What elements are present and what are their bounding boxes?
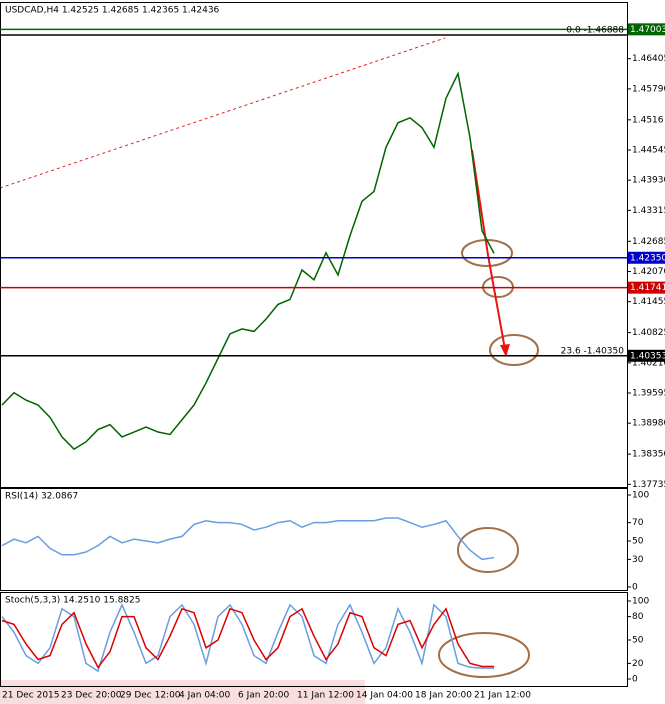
y-tick-label: 1.46405 bbox=[632, 54, 665, 64]
trend-line bbox=[0, 37, 446, 189]
x-tick-label: 11 Jan 12:00 bbox=[297, 691, 354, 701]
y-tick-label: 1.38980 bbox=[632, 419, 665, 429]
y-tick-label: 50 bbox=[632, 636, 644, 646]
y-tick-label: 1.41455 bbox=[632, 297, 665, 307]
highlight-ellipse bbox=[489, 334, 539, 366]
y-tick-label: 100 bbox=[632, 491, 649, 501]
watermark: www.instaforex.com bbox=[40, 652, 323, 685]
y-tick-label: 1.38350 bbox=[632, 450, 665, 460]
x-tick-label: 23 Dec 20:00 bbox=[61, 691, 122, 701]
series-line bbox=[1, 71, 495, 451]
y-tick-label: 1.42070 bbox=[632, 267, 665, 277]
fib-label: 0.0 -1.46888 bbox=[566, 25, 624, 35]
y-tick-label: 30 bbox=[632, 555, 644, 565]
level-price-label: 1.41741 bbox=[630, 283, 665, 293]
y-tick-label: 1.44545 bbox=[632, 146, 665, 156]
arrow-head bbox=[500, 344, 510, 357]
x-tick-label: 21 Dec 2015 bbox=[2, 691, 60, 701]
fib-label: 23.6 -1.40350 bbox=[561, 346, 625, 356]
series-line bbox=[1, 517, 495, 561]
level-price-box bbox=[628, 281, 665, 294]
panel-title: USDCAD,H4 1.42525 1.42685 1.42365 1.4243… bbox=[5, 6, 220, 16]
level-price-box bbox=[628, 23, 665, 36]
y-tick-label: 20 bbox=[632, 659, 644, 669]
level-price-box bbox=[628, 251, 665, 264]
x-tick-label: 29 Dec 12:00 bbox=[120, 691, 181, 701]
y-tick-label: 1.4516 bbox=[632, 115, 664, 125]
level-price-label: 1.40353 bbox=[630, 351, 665, 361]
y-tick-label: 50 bbox=[632, 537, 644, 547]
highlight-ellipse bbox=[457, 527, 519, 573]
x-tick-label: 6 Jan 20:00 bbox=[238, 691, 290, 701]
y-tick-label: 100 bbox=[632, 597, 649, 607]
y-tick-label: 70 bbox=[632, 518, 644, 528]
y-tick-label: 1.37735 bbox=[632, 480, 665, 490]
y-tick-label: 1.40210 bbox=[632, 358, 665, 368]
x-tick-label: 14 Jan 04:00 bbox=[356, 691, 413, 701]
watermark-band bbox=[0, 680, 365, 704]
series-line bbox=[1, 603, 494, 673]
forecast-arrow bbox=[471, 149, 507, 356]
y-tick-label: 1.43930 bbox=[632, 176, 665, 186]
y-tick-label: 80 bbox=[632, 612, 644, 622]
panel-frame bbox=[0, 2, 628, 488]
y-tick-label: 1.42685 bbox=[632, 237, 665, 247]
y-tick-label: 1.39595 bbox=[632, 388, 665, 398]
level-price-box bbox=[628, 349, 665, 362]
x-tick-label: 21 Jan 12:00 bbox=[474, 691, 531, 701]
y-tick-label: 1.40825 bbox=[632, 328, 665, 338]
y-tick-label: 1.45790 bbox=[632, 84, 665, 94]
x-tick-label: 4 Jan 04:00 bbox=[179, 691, 231, 701]
y-tick-label: 0 bbox=[632, 675, 638, 685]
highlight-ellipse bbox=[438, 632, 530, 678]
x-tick-label: 18 Jan 20:00 bbox=[415, 691, 472, 701]
panel-frame bbox=[0, 488, 628, 591]
series-line bbox=[1, 607, 494, 669]
level-price-label: 1.47003 bbox=[630, 25, 665, 35]
y-tick-label: 0 bbox=[632, 583, 638, 593]
y-tick-label: 1.43315 bbox=[632, 206, 665, 216]
panel-title: RSI(14) 32.0867 bbox=[5, 492, 78, 502]
level-price-label: 1.42350 bbox=[630, 253, 665, 263]
panel-title: Stoch(5,3,3) 14.2510 15.8825 bbox=[5, 596, 140, 606]
